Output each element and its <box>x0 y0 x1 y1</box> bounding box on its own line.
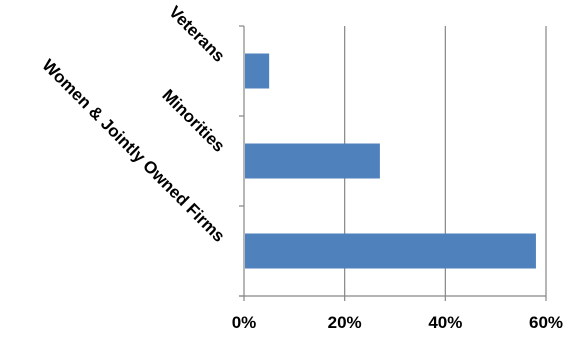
x-tick-label-20: 20% <box>328 313 362 332</box>
bar-women-jointly-owned-firms <box>245 233 536 269</box>
x-tick-label-60: 60% <box>529 313 563 332</box>
bar-minorities <box>245 143 380 179</box>
x-tick-labels: 0% 20% 40% 60% <box>232 313 563 332</box>
bar-veterans <box>245 53 270 89</box>
x-tick-label-40: 40% <box>428 313 462 332</box>
x-tick-label-0: 0% <box>232 313 257 332</box>
category-label-minorities: Minorities <box>158 86 228 156</box>
bars <box>245 53 536 269</box>
category-label-veterans: Veterans <box>165 2 229 66</box>
axes <box>239 25 547 301</box>
category-label-women-jointly-owned-firms: Women & Jointly Owned Firms <box>38 56 228 246</box>
